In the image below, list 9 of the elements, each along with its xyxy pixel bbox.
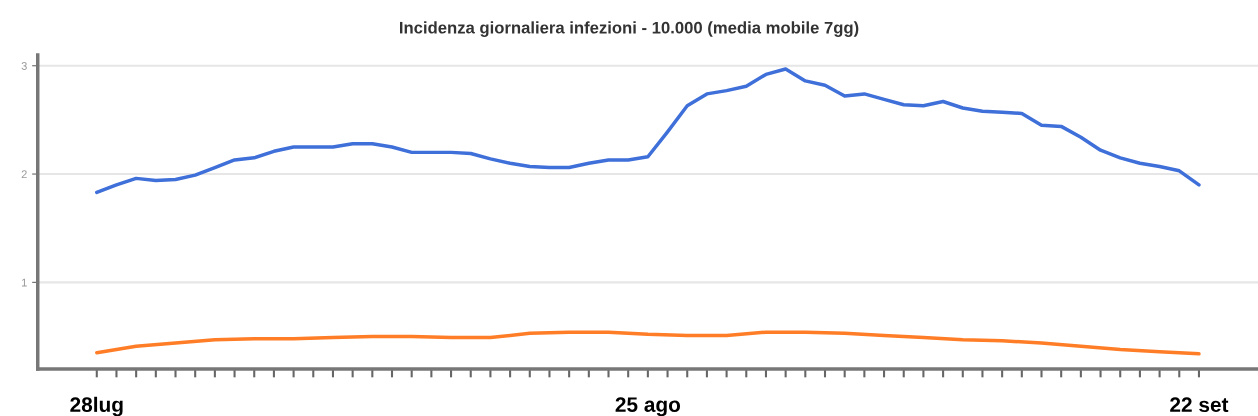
x-tick-label: 28lug bbox=[70, 396, 123, 416]
y-tick-label: 1 bbox=[21, 278, 27, 287]
line-series bbox=[95, 330, 1201, 356]
chart-title: Incidenza giornaliera infezioni - 10.000 (media mobile 7gg) bbox=[399, 21, 859, 37]
line-series bbox=[95, 67, 1201, 195]
y-tick-label: 2 bbox=[21, 170, 27, 179]
x-tick-label: 25 ago bbox=[615, 397, 681, 416]
y-tick-label: 3 bbox=[21, 62, 27, 70]
x-tick-label: 22 set bbox=[1170, 397, 1229, 413]
